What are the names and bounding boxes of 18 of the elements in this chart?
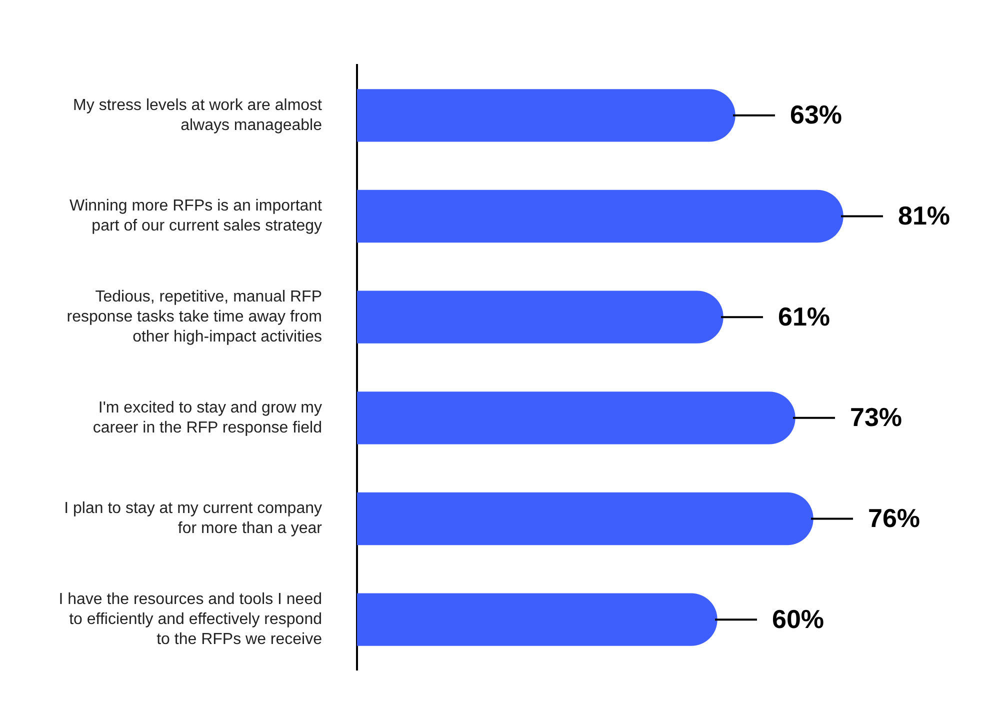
y-tick-label: I plan to stay at my current company for more than a year — [64, 500, 323, 538]
bar — [357, 290, 724, 344]
bar — [357, 89, 736, 142]
y-tick-label: I'm excited to stay and grow my career in the RFP response field — [92, 399, 322, 436]
data-label: 73% — [850, 402, 902, 432]
y-tick-label: Tedious, repetitive, manual RFP response tasks take time away from other high-impact activities — [66, 288, 322, 346]
bar — [357, 392, 796, 444]
y-tick-label: I have the resources and tools I need to efficiently and effectively respond to the RFPs we receive — [58, 590, 322, 648]
data-label: 63% — [790, 100, 842, 130]
data-label: 81% — [898, 200, 950, 230]
bar — [357, 492, 814, 546]
bar — [357, 593, 718, 646]
data-label: 60% — [772, 604, 824, 634]
bar — [357, 190, 844, 243]
y-tick-label: My stress levels at work are almost always manageable — [73, 96, 323, 134]
data-label: 61% — [778, 301, 830, 332]
data-label: 76% — [868, 502, 920, 533]
y-tick-label: Winning more RFPs is an important part of our current sales strategy — [69, 198, 323, 235]
